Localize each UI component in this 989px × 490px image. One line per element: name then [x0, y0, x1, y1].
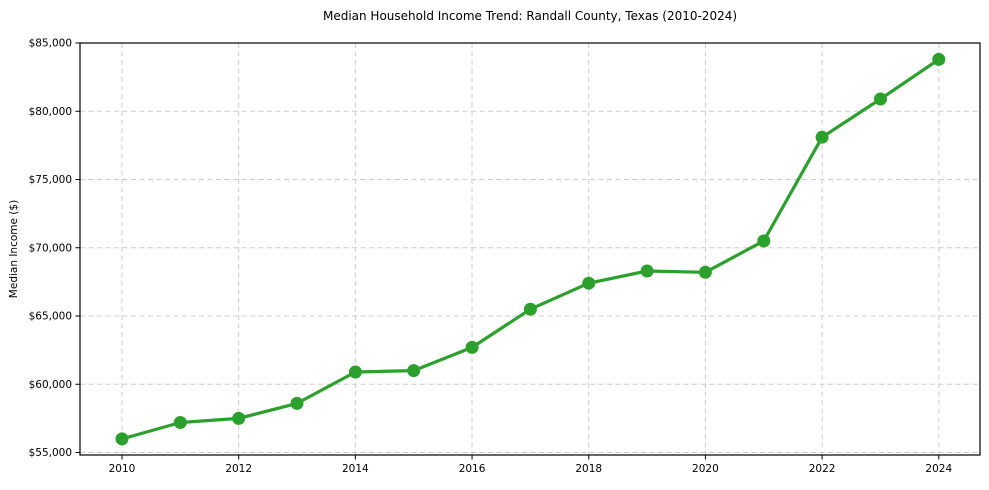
y-tick-label-60000: $60,000	[29, 379, 72, 391]
data-point-2014	[348, 365, 362, 379]
y-tick-label-85000: $85,000	[29, 38, 72, 50]
data-point-2023	[874, 92, 887, 106]
chart-title: Median Household Income Trend: Randall C…	[322, 9, 738, 23]
x-tick-label-2022: 2022	[809, 463, 836, 475]
data-point-2013	[290, 396, 304, 410]
data-point-2021	[757, 234, 771, 248]
data-point-2012	[232, 411, 246, 425]
x-tick-label-2010: 2010	[109, 463, 136, 475]
y-tick-label-80000: $80,000	[29, 106, 72, 118]
plot-border	[79, 42, 981, 456]
y-tick-label-65000: $65,000	[29, 311, 72, 323]
y-tick-label-75000: $75,000	[29, 174, 72, 186]
data-point-2017	[523, 302, 537, 316]
income-trend-line	[120, 57, 941, 441]
x-tick-label-2016: 2016	[459, 463, 486, 475]
data-point-2015	[407, 364, 421, 378]
data-point-2011	[173, 416, 187, 429]
data-point-2024	[932, 52, 946, 66]
data-point-2022	[815, 130, 829, 144]
y-axis-title: Median Income ($)	[8, 199, 20, 299]
data-point-2016	[465, 340, 479, 354]
data-point-2020	[698, 265, 712, 279]
data-point-2018	[582, 276, 596, 290]
y-tick-label-70000: $70,000	[29, 242, 72, 254]
x-tick-label-2024: 2024	[925, 463, 952, 475]
y-tick-label-55000: $55,000	[29, 447, 72, 459]
x-tick-label-2018: 2018	[575, 463, 602, 475]
x-tick-label-2014: 2014	[342, 463, 369, 475]
data-point-2010	[115, 432, 129, 446]
x-tick-label-2012: 2012	[225, 463, 252, 475]
data-point-2019	[640, 264, 654, 278]
x-tick-label-2020: 2020	[692, 463, 719, 475]
